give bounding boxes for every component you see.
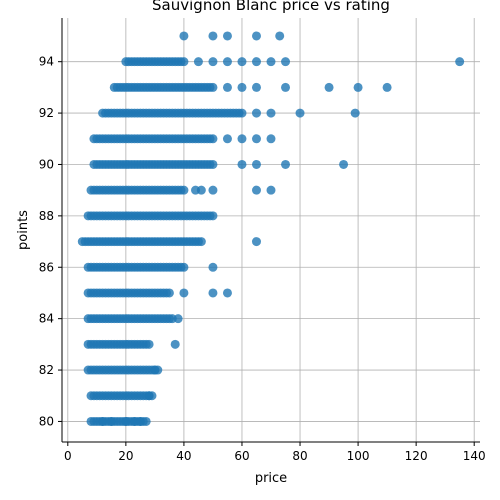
data-point — [179, 57, 189, 67]
data-point — [179, 185, 189, 195]
data-point — [455, 57, 465, 67]
data-point — [266, 134, 276, 144]
data-point — [382, 82, 392, 92]
data-point — [353, 82, 363, 92]
y-tick-label: 84 — [39, 312, 54, 326]
data-point — [208, 57, 218, 67]
x-tick-label: 20 — [118, 449, 133, 463]
data-point — [222, 134, 232, 144]
data-point — [208, 82, 218, 92]
x-axis-label: price — [255, 471, 287, 486]
data-point — [237, 57, 247, 67]
y-tick-label: 80 — [39, 414, 54, 428]
data-point — [237, 82, 247, 92]
data-point — [281, 159, 291, 169]
x-tick-label: 120 — [405, 449, 428, 463]
data-point — [196, 237, 206, 247]
data-point — [144, 391, 154, 401]
data-point — [208, 134, 218, 144]
data-point — [179, 262, 189, 272]
data-point — [193, 57, 203, 67]
x-tick-label: 100 — [347, 449, 370, 463]
data-point — [350, 108, 360, 118]
y-tick-label: 86 — [39, 260, 54, 274]
data-point — [275, 31, 285, 41]
data-point — [251, 134, 261, 144]
data-point — [266, 185, 276, 195]
data-point — [98, 416, 108, 426]
data-point — [222, 31, 232, 41]
data-point — [144, 339, 154, 349]
data-point — [251, 57, 261, 67]
data-point — [251, 237, 261, 247]
data-point — [339, 159, 349, 169]
chart-title: Sauvignon Blanc price vs rating — [152, 0, 390, 14]
x-tick-label: 0 — [64, 449, 72, 463]
data-point — [150, 365, 160, 375]
data-point — [121, 416, 131, 426]
data-point — [208, 262, 218, 272]
data-point — [170, 339, 180, 349]
data-point — [251, 31, 261, 41]
data-point — [164, 288, 174, 298]
data-point — [251, 82, 261, 92]
data-point — [251, 108, 261, 118]
data-point — [196, 185, 206, 195]
x-tick-label: 60 — [234, 449, 249, 463]
y-tick-label: 90 — [39, 157, 54, 171]
x-tick-label: 80 — [292, 449, 307, 463]
data-point — [179, 288, 189, 298]
data-point — [179, 31, 189, 41]
axes-layer — [61, 18, 480, 443]
data-point — [208, 185, 218, 195]
data-point — [281, 57, 291, 67]
y-axis-label: points — [16, 210, 31, 250]
data-point — [135, 416, 145, 426]
data-point — [222, 288, 232, 298]
data-point — [251, 159, 261, 169]
data-point — [281, 82, 291, 92]
data-point — [295, 108, 305, 118]
y-tick-label: 82 — [39, 363, 54, 377]
points-layer — [77, 31, 465, 426]
y-tick-label: 92 — [39, 106, 54, 120]
data-point — [208, 211, 218, 221]
data-point — [173, 314, 183, 324]
data-point — [237, 108, 247, 118]
data-point — [237, 134, 247, 144]
y-tick-label: 88 — [39, 209, 54, 223]
data-point — [266, 108, 276, 118]
data-point — [106, 416, 116, 426]
data-point — [222, 82, 232, 92]
data-point — [208, 288, 218, 298]
data-point — [208, 159, 218, 169]
data-point — [266, 57, 276, 67]
grid-layer — [62, 18, 480, 442]
data-point — [324, 82, 334, 92]
data-point — [237, 159, 247, 169]
y-ticks: 80 82 84 86 88 90 92 94 — [39, 55, 62, 428]
x-ticks: 0 20 40 60 80 100 120 140 — [64, 442, 486, 463]
data-point — [251, 185, 261, 195]
data-point — [222, 57, 232, 67]
x-tick-label: 40 — [176, 449, 191, 463]
x-tick-label: 140 — [463, 449, 486, 463]
y-tick-label: 94 — [39, 55, 54, 69]
data-point — [208, 31, 218, 41]
